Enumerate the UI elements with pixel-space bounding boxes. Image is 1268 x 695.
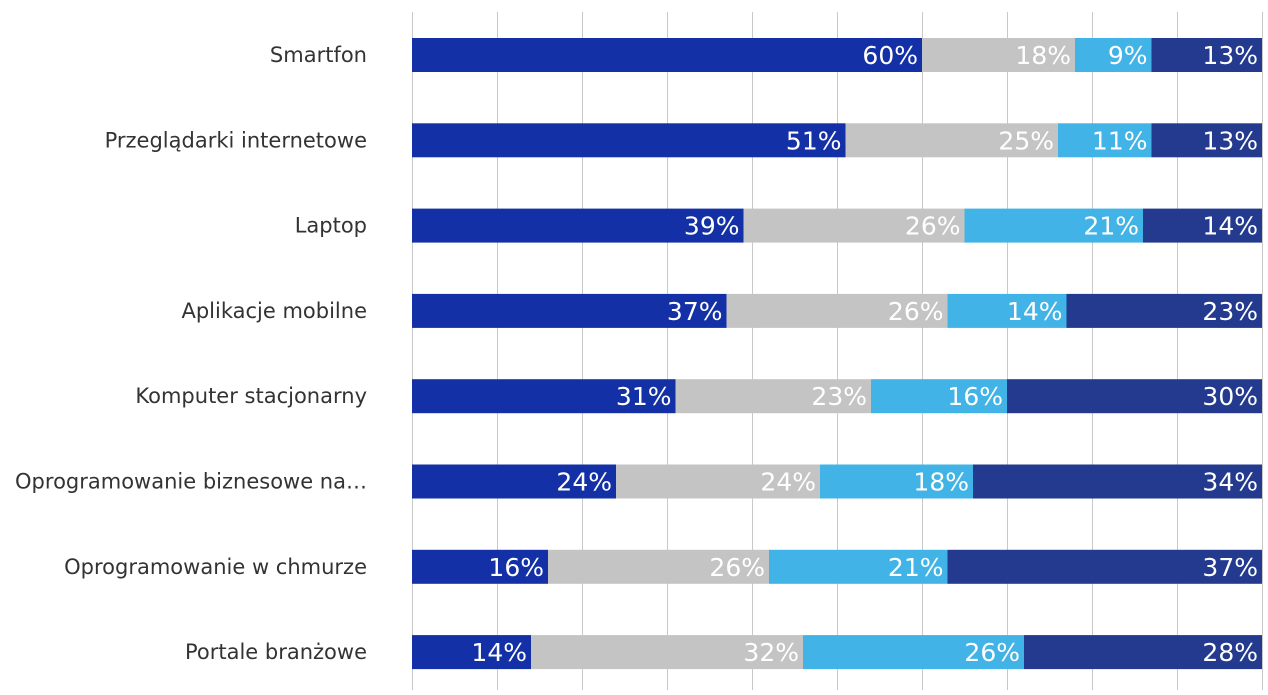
bar-segment-3: [871, 379, 1007, 414]
category-label: Komputer stacjonarny: [135, 384, 367, 408]
data-label: 32%: [743, 638, 799, 667]
bar-segment-2: [743, 208, 965, 243]
category-labels: Smartfon Przeglądarki internetowe Laptop Ap…: [15, 43, 367, 664]
category-label: Przeglądarki internetowe: [105, 128, 367, 152]
bar-segment-1: [412, 549, 548, 584]
data-label: 14%: [471, 638, 527, 667]
data-label: 26%: [964, 638, 1020, 667]
data-label: 14%: [1202, 212, 1258, 241]
bar-segment-1: [412, 464, 616, 499]
data-label: 30%: [1202, 382, 1258, 411]
bar-segment-2: [922, 38, 1075, 72]
bar-segment-4: [973, 464, 1262, 499]
data-label: 26%: [709, 553, 765, 582]
data-label: 28%: [1202, 638, 1258, 667]
data-label: 31%: [616, 382, 672, 411]
data-label: 24%: [556, 468, 612, 497]
bar-segment-3: [803, 635, 1024, 670]
category-label: Aplikacje mobilne: [181, 299, 367, 323]
bar-segment-2: [845, 123, 1058, 158]
data-label: 37%: [667, 297, 723, 326]
bar-segment-3: [820, 464, 973, 499]
category-label: Laptop: [295, 214, 367, 238]
bars: 60% 18% 9% 13% 51% 25% 11% 13% 39% 26% 21% 14% 37% 26…: [412, 38, 1262, 670]
data-label: 34%: [1202, 468, 1258, 497]
category-label: Smartfon: [270, 43, 367, 67]
grid: [412, 12, 1263, 690]
bar-segment-4: [1024, 635, 1262, 670]
bar-segment-4: [1151, 123, 1262, 158]
category-label: Oprogramowanie biznesowe na…: [15, 470, 367, 494]
data-label: 16%: [488, 553, 544, 582]
bar-segment-3: [769, 549, 948, 584]
bar-segment-3: [1075, 38, 1152, 72]
data-label: 26%: [888, 297, 944, 326]
data-label: 25%: [998, 126, 1054, 155]
category-label: Portale branżowe: [185, 640, 367, 664]
bar-segment-1: [412, 38, 922, 72]
bar-segment-3: [964, 208, 1143, 243]
data-label: 11%: [1092, 126, 1148, 155]
bar-segment-1: [412, 123, 846, 158]
bar-segment-4: [1066, 293, 1262, 328]
data-label: 13%: [1202, 41, 1258, 70]
bar-segment-3: [947, 293, 1067, 328]
data-label: 21%: [888, 553, 944, 582]
bar-segment-3: [1058, 123, 1152, 158]
bar-segment-2: [675, 379, 871, 414]
data-label: 26%: [905, 212, 961, 241]
data-label: 13%: [1202, 126, 1258, 155]
bar-segment-1: [412, 379, 676, 414]
data-label: 9%: [1108, 41, 1148, 70]
data-label: 51%: [786, 126, 842, 155]
data-label: 14%: [1007, 297, 1063, 326]
data-label: 23%: [811, 382, 867, 411]
data-label: 18%: [913, 468, 969, 497]
data-label: 37%: [1202, 553, 1258, 582]
bar-segment-2: [531, 635, 803, 670]
bar-segment-1: [412, 635, 531, 670]
data-label: 23%: [1202, 297, 1258, 326]
bar-segment-1: [412, 208, 744, 243]
bar-segment-2: [548, 549, 769, 584]
bar-segment-4: [947, 549, 1262, 584]
bar-segment-4: [1143, 208, 1262, 243]
bar-segment-4: [1007, 379, 1262, 414]
data-label: 16%: [947, 382, 1003, 411]
bar-segment-2: [616, 464, 820, 499]
bar-segment-4: [1151, 38, 1262, 72]
category-label: Oprogramowanie w chmurze: [64, 555, 367, 579]
data-label: 39%: [684, 212, 740, 241]
data-label: 21%: [1083, 212, 1139, 241]
data-label: 18%: [1015, 41, 1071, 70]
bar-segment-2: [726, 293, 948, 328]
data-label: 60%: [862, 41, 918, 70]
data-label: 24%: [760, 468, 816, 497]
bar-segment-1: [412, 293, 727, 328]
